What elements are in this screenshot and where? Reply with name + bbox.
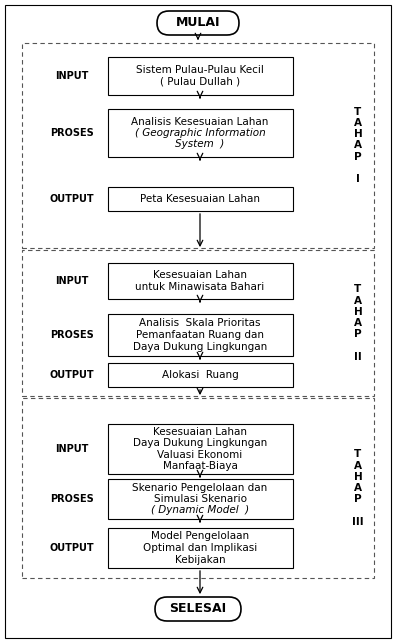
- Bar: [107, 109, 293, 157]
- Text: PROSES: PROSES: [50, 494, 94, 504]
- Text: OUTPUT: OUTPUT: [50, 370, 94, 380]
- Text: OUTPUT: OUTPUT: [50, 194, 94, 204]
- Text: MULAI: MULAI: [176, 17, 220, 30]
- Text: T
A
H
A
P
 
I: T A H A P I: [354, 107, 362, 184]
- Bar: [107, 479, 293, 519]
- Text: OUTPUT: OUTPUT: [50, 543, 94, 553]
- Text: ( Geographic Information: ( Geographic Information: [135, 128, 265, 138]
- Bar: [107, 263, 293, 299]
- Bar: [107, 57, 293, 95]
- Text: Sistem Pulau-Pulau Kecil
( Pulau Dullah ): Sistem Pulau-Pulau Kecil ( Pulau Dullah …: [136, 65, 264, 87]
- Text: Peta Kesesuaian Lahan: Peta Kesesuaian Lahan: [140, 194, 260, 204]
- Text: ( Dynamic Model  ): ( Dynamic Model ): [151, 505, 249, 515]
- Bar: [107, 187, 293, 211]
- Bar: [22, 398, 374, 578]
- Text: T
A
H
A
P
 
III: T A H A P III: [352, 449, 364, 527]
- Bar: [107, 363, 293, 387]
- Text: T
A
H
A
P
 
II: T A H A P II: [354, 284, 362, 361]
- Bar: [22, 43, 374, 248]
- FancyBboxPatch shape: [157, 11, 239, 35]
- Text: PROSES: PROSES: [50, 128, 94, 138]
- Text: Kesesuaian Lahan
untuk Minawisata Bahari: Kesesuaian Lahan untuk Minawisata Bahari: [135, 270, 265, 292]
- Text: Skenario Pengelolaan dan: Skenario Pengelolaan dan: [132, 483, 268, 493]
- Text: INPUT: INPUT: [55, 71, 89, 81]
- Text: Analisis Kesesuaian Lahan: Analisis Kesesuaian Lahan: [131, 117, 269, 127]
- Bar: [107, 528, 293, 568]
- Text: Kesesuaian Lahan
Daya Dukung Lingkungan
Valuasi Ekonomi
Manfaat-Biaya: Kesesuaian Lahan Daya Dukung Lingkungan …: [133, 426, 267, 471]
- Text: Simulasi Skenario: Simulasi Skenario: [154, 494, 246, 504]
- Text: Model Pengelolaan
Optimal dan Implikasi
Kebijakan: Model Pengelolaan Optimal dan Implikasi …: [143, 531, 257, 565]
- Text: PROSES: PROSES: [50, 330, 94, 340]
- Text: SELESAI: SELESAI: [169, 602, 227, 615]
- Bar: [107, 424, 293, 474]
- Bar: [107, 314, 293, 356]
- Text: INPUT: INPUT: [55, 276, 89, 286]
- Text: INPUT: INPUT: [55, 444, 89, 454]
- Text: Analisis  Skala Prioritas
Pemanfaatan Ruang dan
Daya Dukung Lingkungan: Analisis Skala Prioritas Pemanfaatan Rua…: [133, 318, 267, 352]
- Bar: [22, 250, 374, 396]
- Text: Alokasi  Ruang: Alokasi Ruang: [162, 370, 238, 380]
- Text: System  ): System ): [175, 139, 225, 149]
- FancyBboxPatch shape: [155, 597, 241, 621]
